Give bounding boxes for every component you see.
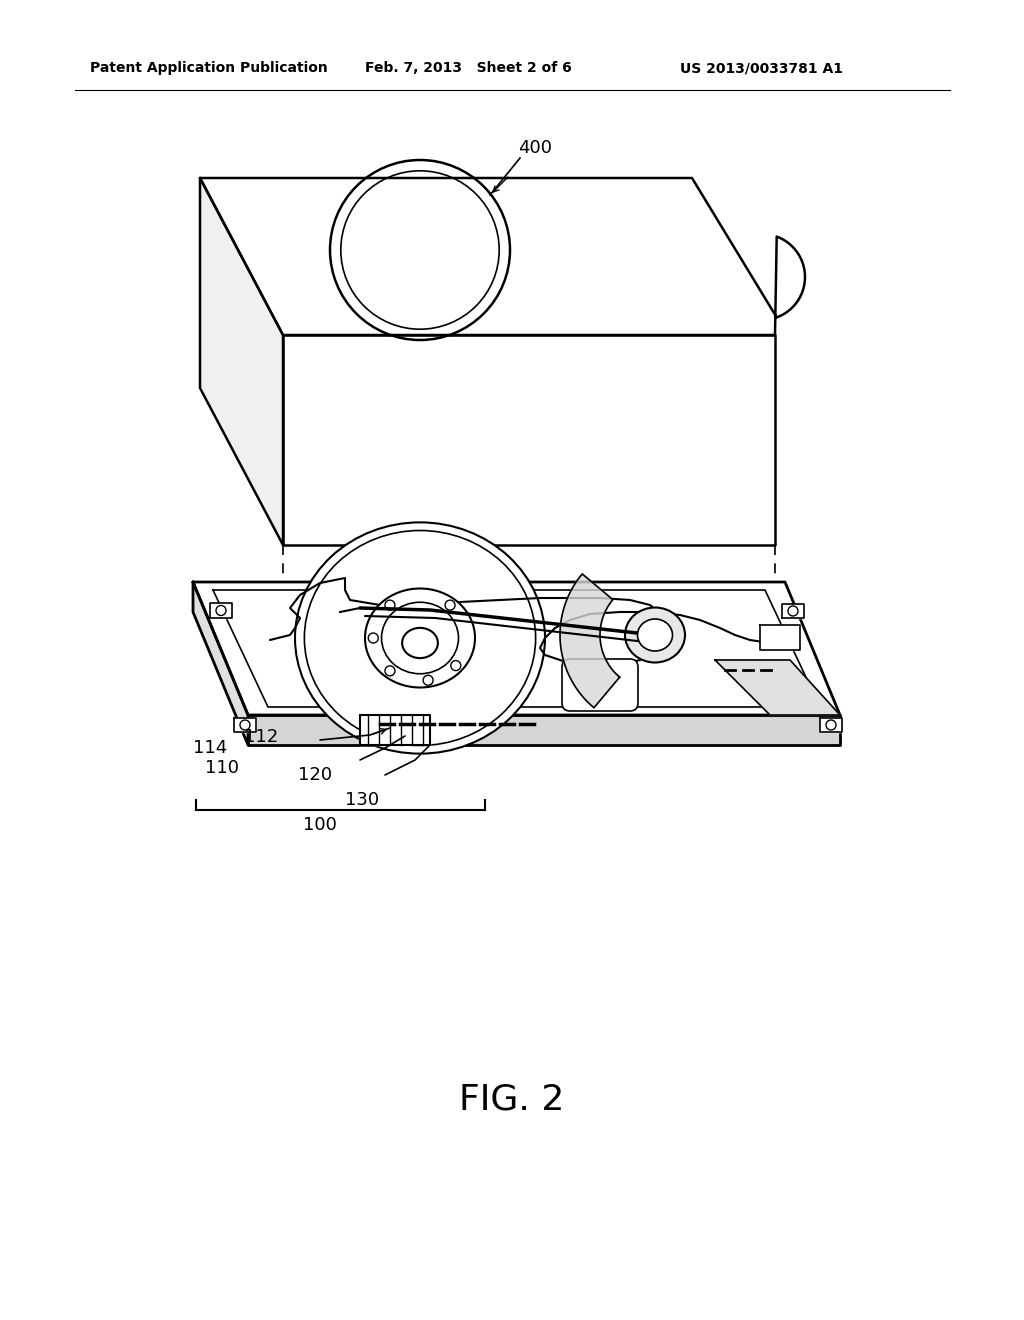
Polygon shape (560, 574, 620, 708)
Polygon shape (200, 178, 283, 545)
Ellipse shape (382, 602, 459, 673)
Text: Feb. 7, 2013   Sheet 2 of 6: Feb. 7, 2013 Sheet 2 of 6 (365, 61, 571, 75)
Polygon shape (715, 660, 840, 715)
Polygon shape (782, 605, 804, 618)
Polygon shape (760, 624, 800, 649)
Text: 120: 120 (298, 766, 332, 784)
Polygon shape (283, 335, 775, 545)
Circle shape (240, 719, 250, 730)
Polygon shape (820, 718, 842, 733)
Text: 114: 114 (193, 739, 227, 756)
Circle shape (385, 665, 395, 676)
Text: FIG. 2: FIG. 2 (460, 1082, 564, 1117)
Circle shape (385, 601, 395, 610)
Circle shape (216, 606, 226, 615)
FancyBboxPatch shape (562, 659, 638, 711)
Polygon shape (360, 715, 430, 744)
Polygon shape (234, 718, 256, 733)
Circle shape (445, 601, 455, 610)
Text: 110: 110 (205, 759, 239, 777)
Circle shape (788, 606, 798, 616)
Text: US 2013/0033781 A1: US 2013/0033781 A1 (680, 61, 843, 75)
Circle shape (451, 660, 461, 671)
Text: Patent Application Publication: Patent Application Publication (90, 61, 328, 75)
Polygon shape (200, 178, 805, 335)
Ellipse shape (402, 628, 438, 659)
Ellipse shape (625, 607, 685, 663)
Text: 130: 130 (345, 791, 379, 809)
Text: 100: 100 (303, 816, 337, 834)
Polygon shape (193, 582, 248, 744)
Text: 112: 112 (244, 729, 279, 746)
Text: 400: 400 (518, 139, 552, 157)
Ellipse shape (638, 619, 673, 651)
Ellipse shape (295, 523, 545, 754)
Circle shape (369, 634, 378, 643)
Polygon shape (193, 582, 840, 715)
Ellipse shape (365, 589, 475, 688)
Polygon shape (248, 715, 840, 744)
Circle shape (826, 719, 836, 730)
Circle shape (423, 676, 433, 685)
Polygon shape (210, 603, 232, 618)
